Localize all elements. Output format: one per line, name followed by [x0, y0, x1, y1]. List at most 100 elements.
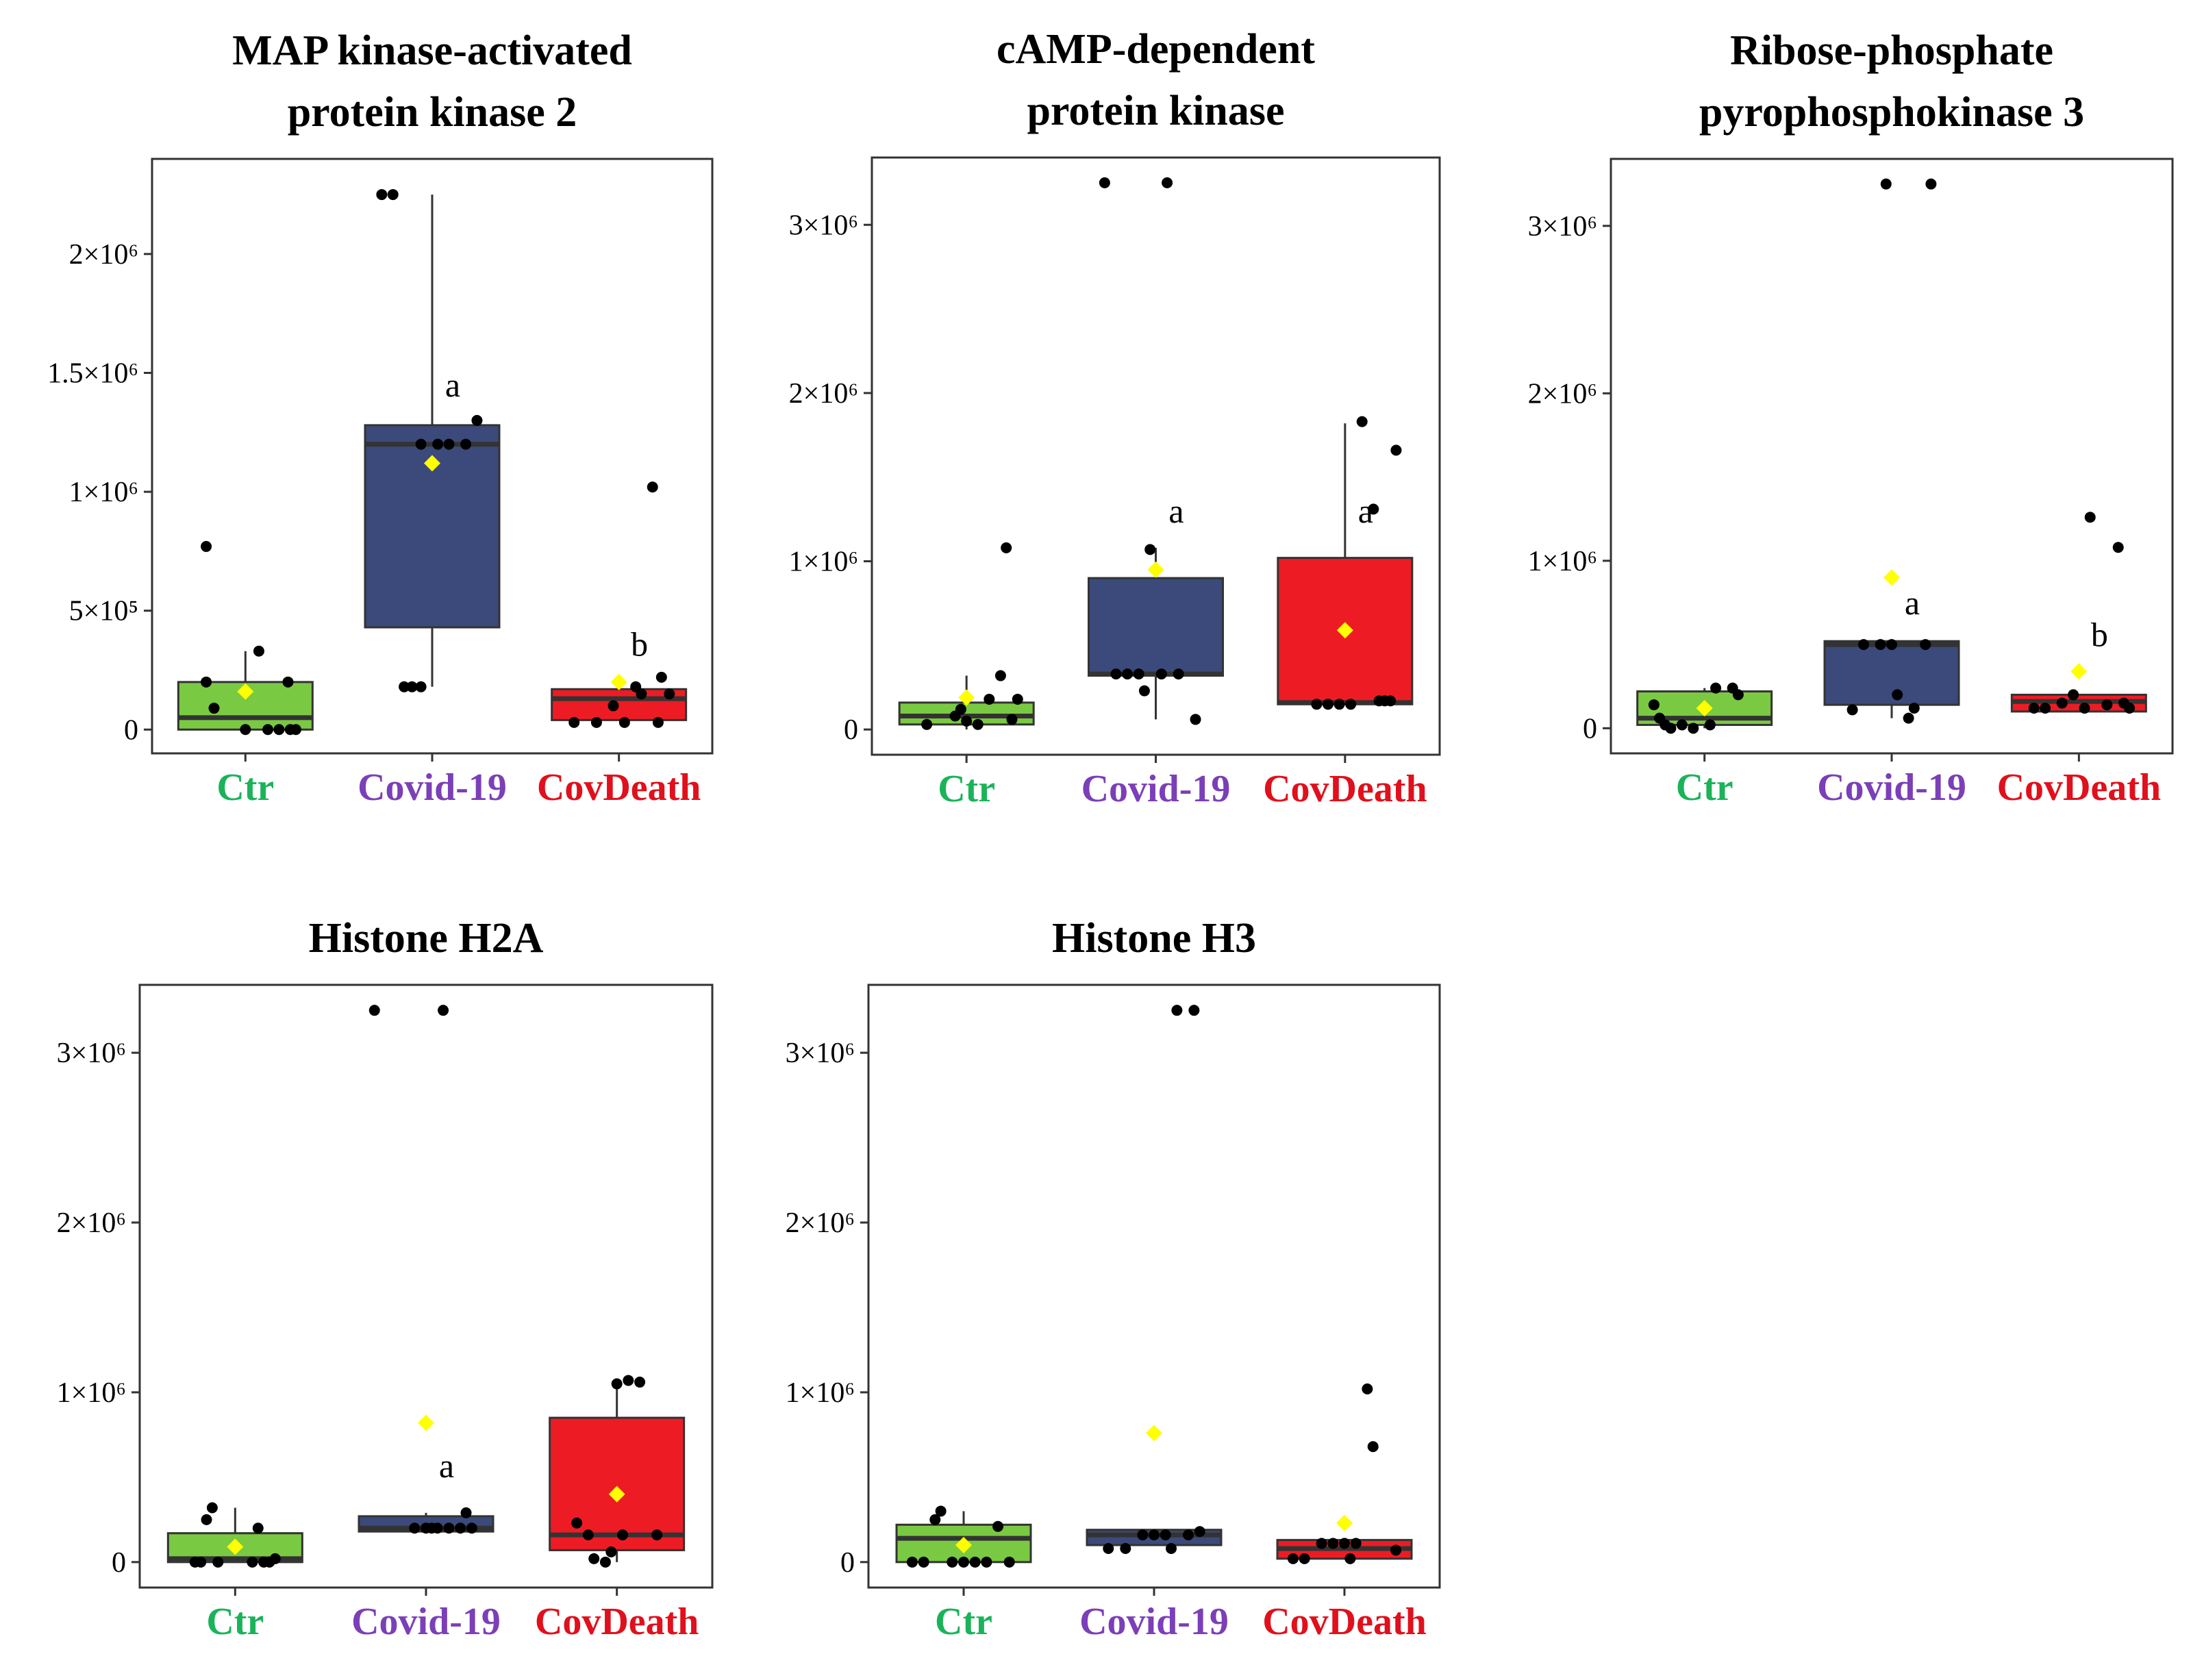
data-point — [2056, 697, 2068, 709]
panel-title: protein kinase 2 — [288, 89, 577, 136]
mean-marker — [1696, 699, 1713, 716]
data-point — [1322, 699, 1334, 710]
significance-label: a — [445, 366, 460, 404]
mean-marker — [610, 673, 627, 690]
data-point — [947, 1556, 958, 1568]
y-tick-label: 1×10⁶ — [786, 1377, 855, 1409]
y-tick-label: 0 — [840, 1547, 855, 1579]
data-point — [918, 1556, 929, 1568]
data-point — [1166, 1542, 1177, 1554]
data-point — [290, 724, 301, 736]
data-point — [466, 1522, 477, 1534]
data-point — [1875, 639, 1886, 651]
data-point — [611, 1378, 623, 1390]
mean-marker — [1336, 1514, 1353, 1531]
data-point — [1710, 682, 1722, 694]
data-point — [582, 1529, 594, 1541]
data-point — [195, 1556, 207, 1568]
data-point — [647, 481, 658, 493]
data-point — [1155, 668, 1167, 680]
mean-marker — [2070, 663, 2088, 680]
box-ctr — [177, 540, 314, 736]
data-point — [1925, 178, 1937, 190]
y-tick-label: 1×10⁶ — [57, 1377, 126, 1409]
y-tick-label: 3×10⁶ — [1528, 211, 1597, 242]
mean-marker — [1883, 569, 1900, 586]
x-tick-label: Covid-19 — [1081, 768, 1231, 810]
data-point — [376, 189, 388, 201]
significance-label: a — [1905, 584, 1920, 622]
data-point — [387, 189, 399, 201]
data-point — [1327, 1538, 1339, 1549]
data-point — [2112, 542, 2124, 553]
data-point — [206, 1502, 218, 1514]
data-point — [568, 716, 580, 728]
data-point — [201, 540, 212, 552]
y-tick-label: 2×10⁶ — [69, 239, 138, 271]
box-ctr — [895, 1505, 1032, 1568]
box-iqr — [1823, 640, 1960, 706]
data-point — [1311, 699, 1323, 710]
y-tick-label: 0 — [844, 714, 858, 746]
x-tick-label: Covid-19 — [358, 766, 507, 809]
y-tick-label: 1×10⁶ — [69, 477, 138, 508]
data-point — [1137, 1529, 1149, 1541]
data-point — [1732, 689, 1744, 701]
data-point — [599, 1556, 611, 1568]
x-tick-label: Covid-19 — [1079, 1601, 1229, 1643]
data-point — [906, 1556, 918, 1568]
data-point — [992, 1520, 1004, 1532]
data-point — [1676, 719, 1688, 731]
data-point — [431, 1522, 443, 1534]
data-point — [1858, 639, 1869, 651]
y-tick-label: 2×10⁶ — [1528, 378, 1597, 410]
data-point — [1003, 1556, 1015, 1568]
data-point — [269, 1553, 281, 1564]
data-point — [984, 693, 995, 705]
mean-marker — [1146, 1425, 1162, 1442]
data-point — [1367, 1441, 1379, 1453]
data-point — [652, 716, 664, 728]
data-point — [2079, 702, 2090, 714]
data-point — [1350, 1538, 1362, 1549]
data-point — [571, 1517, 583, 1529]
panel-title: protein kinase — [1027, 88, 1284, 134]
x-tick-label: CovDeath — [535, 1601, 699, 1643]
data-point — [443, 438, 455, 450]
panel-title: MAP kinase-activated — [232, 27, 632, 74]
data-point — [1160, 1529, 1171, 1541]
data-point — [1665, 723, 1677, 734]
data-point — [2068, 689, 2079, 701]
box-covid-19 — [364, 189, 501, 692]
data-point — [406, 681, 418, 692]
data-point — [2118, 697, 2129, 709]
data-point — [1356, 416, 1368, 427]
data-point — [935, 1505, 947, 1517]
panel-2: cAMP-dependent protein kinase 0 1×10⁶ 2×10⁶ 3… — [789, 26, 1441, 810]
data-point — [455, 1522, 466, 1534]
data-point — [368, 1005, 380, 1016]
y-tick-label: 1×10⁶ — [1528, 546, 1597, 577]
y-tick-label: 1.5×10⁶ — [47, 358, 138, 389]
data-point — [2028, 702, 2040, 714]
data-point — [1846, 704, 1858, 716]
data-point — [1190, 714, 1201, 725]
data-point — [1287, 1553, 1299, 1564]
box-covid-19 — [1088, 177, 1224, 725]
data-point — [212, 1556, 224, 1568]
mean-marker — [608, 1485, 625, 1503]
mean-marker — [1147, 561, 1164, 578]
data-point — [1688, 723, 1699, 734]
data-point — [651, 1529, 663, 1541]
panel-title: cAMP-dependent — [997, 26, 1315, 73]
significance-label: a — [1168, 492, 1184, 530]
data-point — [1144, 544, 1156, 555]
data-point — [1345, 699, 1357, 710]
data-point — [1704, 719, 1716, 731]
data-point — [432, 438, 444, 450]
data-point — [252, 1522, 264, 1534]
significance-label: a — [439, 1446, 454, 1485]
y-tick-label: 5×10⁵ — [69, 596, 138, 627]
data-point — [1908, 702, 1920, 714]
